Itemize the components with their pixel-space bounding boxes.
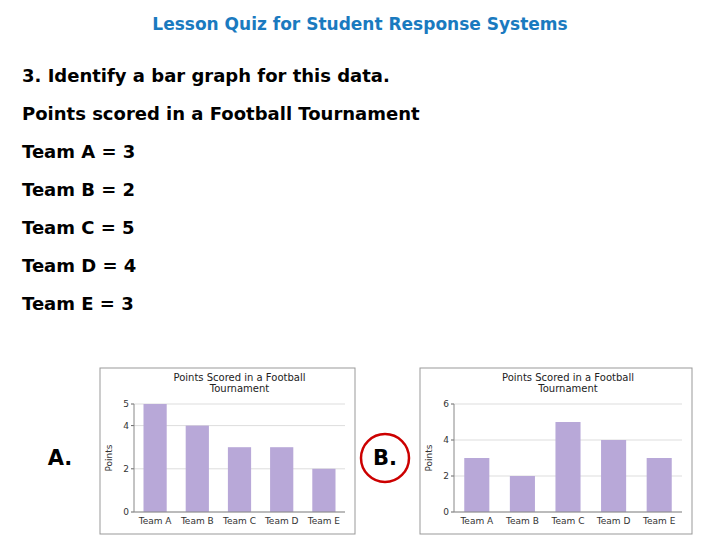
bar: [464, 458, 489, 512]
grid-line: [134, 512, 345, 513]
bar: [312, 469, 335, 512]
x-tick-label: Team D: [264, 516, 299, 526]
question-line: Team A = 3: [22, 141, 135, 162]
x-tick-label: Team C: [222, 516, 256, 526]
bar: [555, 422, 580, 512]
answer-highlight: [361, 434, 409, 482]
panel-frame: [100, 368, 355, 534]
y-axis: [454, 404, 455, 512]
y-tick-label: 6: [443, 399, 449, 409]
x-tick-label: Team B: [180, 516, 214, 526]
grid-line: [454, 404, 682, 405]
bar: [270, 447, 293, 512]
y-tick-label: 2: [443, 471, 449, 481]
y-tick-label: 4: [123, 421, 129, 431]
x-tick-label: Team E: [307, 516, 341, 526]
y-tick-label: 4: [443, 435, 449, 445]
question-line: 3. Identify a bar graph for this data.: [22, 65, 390, 86]
bar: [601, 440, 626, 512]
answer-panel: Points Scored in a FootballTournament 0 2 4…: [100, 368, 355, 534]
y-tick-label: 5: [123, 399, 129, 409]
bar: [186, 426, 209, 512]
x-tick-label: Team E: [642, 516, 676, 526]
x-tick-label: Team A: [138, 516, 173, 526]
grid-line: [454, 512, 682, 513]
y-tick-label: 0: [443, 507, 449, 517]
bar: [143, 404, 166, 512]
x-axis: [134, 512, 345, 513]
bars: [143, 404, 335, 512]
x-tick-label: Team B: [505, 516, 539, 526]
question-line: Team C = 5: [22, 217, 135, 238]
y-tick-label: 2: [123, 464, 129, 474]
question-line: Team D = 4: [22, 255, 136, 276]
answer-label: A.: [48, 446, 73, 470]
bars: [464, 422, 671, 512]
y-tick-label: 0: [123, 507, 129, 517]
question-line: Team E = 3: [22, 293, 134, 314]
y-axis-label: Points: [424, 444, 434, 471]
answer-label: B.: [373, 446, 397, 470]
bar: [510, 476, 535, 512]
bar: [228, 447, 251, 512]
chart-title: Points Scored in a FootballTournament: [502, 372, 634, 394]
chart-title: Points Scored in a FootballTournament: [174, 372, 306, 394]
x-axis: [454, 512, 682, 513]
y-axis-label: Points: [104, 444, 114, 471]
answer-panel: Points Scored in a FootballTournament 0 2 4…: [420, 368, 692, 534]
page-title: Lesson Quiz for Student Response Systems: [152, 14, 567, 34]
x-tick-label: Team D: [596, 516, 631, 526]
bar: [647, 458, 672, 512]
question-line: Team B = 2: [22, 179, 135, 200]
page: Lesson Quiz for Student Response Systems…: [0, 0, 720, 540]
x-tick-label: Team A: [459, 516, 494, 526]
y-axis: [134, 404, 135, 512]
x-tick-label: Team C: [551, 516, 585, 526]
question-line: Points scored in a Football Tournament: [22, 103, 420, 124]
panel-frame: [420, 368, 692, 534]
